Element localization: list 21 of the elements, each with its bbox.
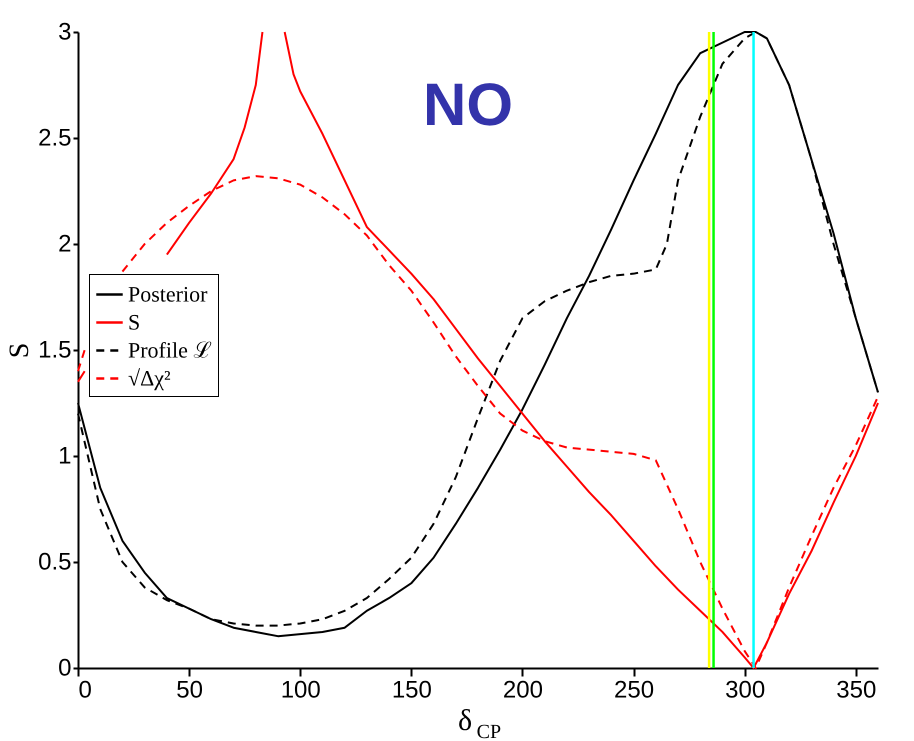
y-tick-label: 0: [58, 654, 72, 682]
annotation: NO: [423, 71, 513, 138]
y-tick-label: 2.5: [38, 124, 72, 152]
x-tick-label: 200: [502, 676, 543, 704]
x-tick-label: 0: [78, 676, 92, 704]
y-tick-label: 3: [58, 18, 72, 46]
y-tick-label: 0.5: [38, 548, 72, 576]
x-tick-label: 300: [725, 676, 766, 704]
y-tick-label: 2: [58, 230, 72, 258]
y-tick-label: 1: [58, 442, 72, 470]
y-axis-title: S: [4, 342, 36, 358]
x-tick-label: 150: [392, 676, 432, 704]
x-tick-label: 50: [176, 676, 203, 704]
x-tick-label: 250: [614, 676, 654, 704]
x-tick-label: 350: [836, 676, 876, 704]
legend-label: √Δχ²: [128, 366, 171, 390]
legend-label: S: [128, 310, 140, 334]
legend-label: Profile ℒ: [128, 338, 212, 362]
x-tick-label: 100: [280, 676, 321, 704]
legend-label: Posterior: [128, 282, 208, 306]
y-tick-label: 1.5: [38, 336, 72, 364]
